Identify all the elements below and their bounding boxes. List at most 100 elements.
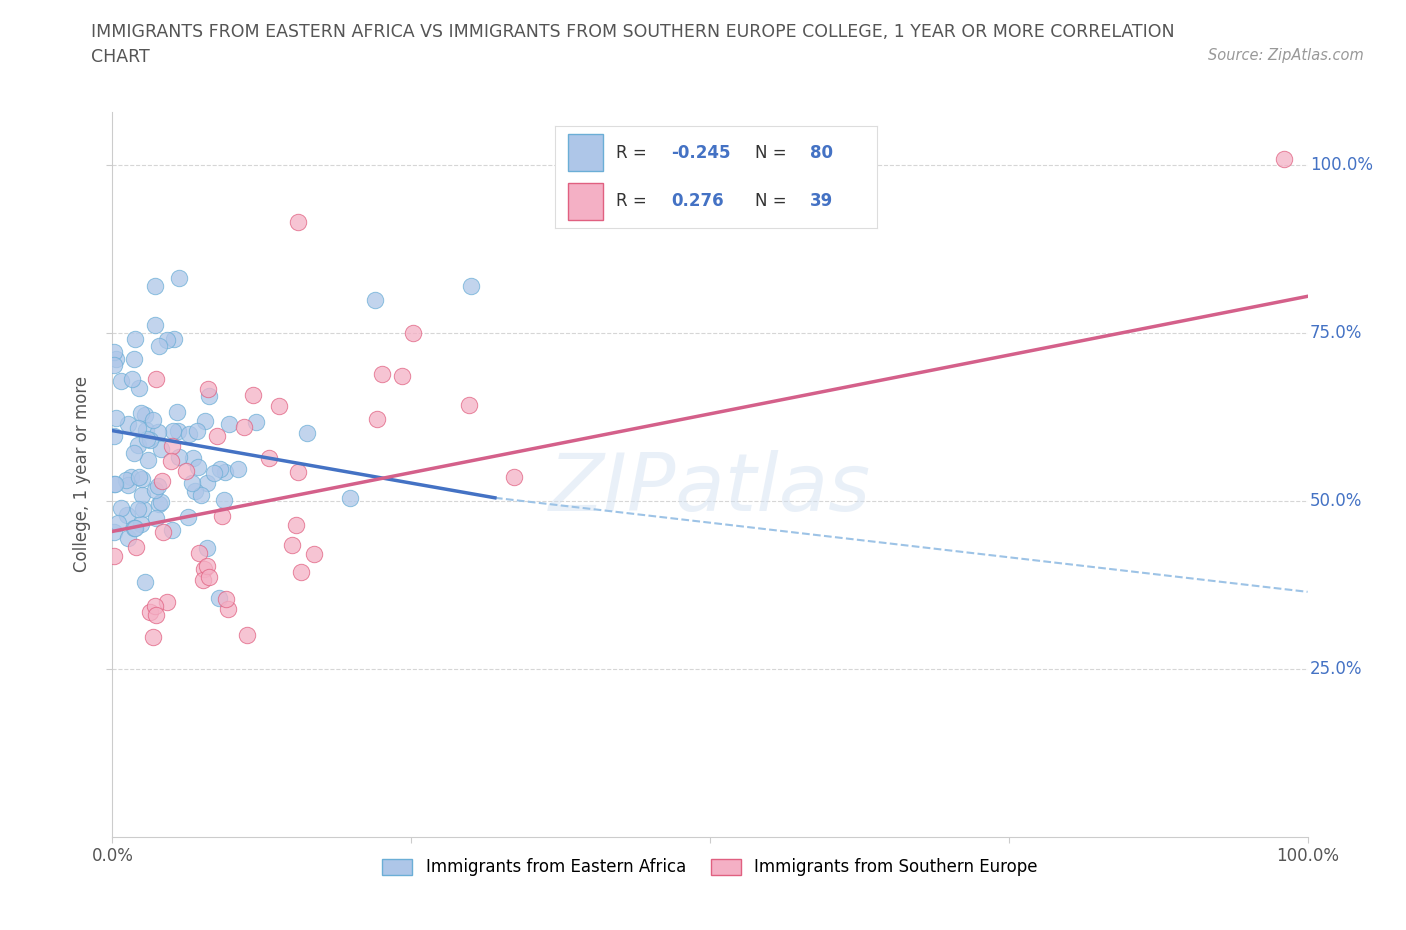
Point [188, 545, 211, 560]
Point [205, 429, 228, 444]
Text: Source: ZipAtlas.com: Source: ZipAtlas.com [1208, 48, 1364, 63]
Point [105, 352, 128, 366]
Point [195, 475, 218, 490]
Point [284, 518, 307, 533]
Point [150, 474, 173, 489]
Point [120, 470, 142, 485]
Point [139, 604, 162, 619]
Point [232, 419, 254, 434]
Point [156, 333, 179, 348]
Text: IMMIGRANTS FROM EASTERN AFRICA VS IMMIGRANTS FROM SOUTHERN EUROPE COLLEGE, 1 YEA: IMMIGRANTS FROM EASTERN AFRICA VS IMMIGR… [91, 23, 1175, 41]
Point [1272, 152, 1295, 166]
Point [215, 592, 238, 607]
Point [152, 525, 174, 539]
Point [142, 412, 165, 427]
Point [162, 523, 184, 538]
Point [162, 423, 184, 438]
Point [103, 358, 125, 373]
Point [458, 397, 481, 412]
Point [124, 332, 146, 347]
Point [143, 318, 166, 333]
Point [281, 538, 304, 552]
Point [103, 428, 125, 443]
Point [122, 520, 145, 535]
Point [218, 417, 240, 432]
Point [160, 454, 183, 469]
Point [104, 410, 127, 425]
Point [104, 476, 127, 491]
Point [169, 449, 191, 464]
Point [391, 369, 413, 384]
Text: 75.0%: 75.0% [1310, 325, 1362, 342]
Point [195, 540, 218, 555]
Point [401, 326, 423, 340]
Point [134, 575, 156, 590]
Point [190, 488, 212, 503]
Point [124, 521, 146, 536]
Point [128, 380, 150, 395]
Point [136, 432, 159, 446]
Point [297, 426, 319, 441]
Point [245, 414, 267, 429]
Point [117, 417, 139, 432]
Point [186, 424, 208, 439]
Point [503, 470, 526, 485]
Point [208, 591, 231, 605]
Point [145, 372, 167, 387]
Point [148, 497, 170, 512]
Point [339, 490, 361, 505]
Point [197, 381, 219, 396]
Point [110, 374, 132, 389]
Point [139, 432, 162, 447]
Point [169, 271, 191, 286]
Y-axis label: College, 1 year or more: College, 1 year or more [73, 377, 91, 572]
Point [177, 510, 200, 525]
Point [125, 540, 148, 555]
Point [302, 546, 325, 561]
Point [198, 388, 221, 403]
Point [103, 344, 125, 359]
Point [202, 466, 225, 481]
Point [115, 507, 138, 522]
Point [143, 483, 166, 498]
Point [156, 595, 179, 610]
Point [177, 426, 200, 441]
Point [287, 464, 309, 479]
Point [364, 292, 387, 307]
Point [122, 445, 145, 460]
Point [180, 475, 202, 490]
Point [103, 476, 125, 491]
Point [131, 487, 153, 502]
Point [269, 398, 291, 413]
Point [150, 495, 173, 510]
Point [148, 425, 170, 440]
Point [148, 339, 170, 353]
Point [145, 511, 167, 525]
Point [214, 464, 236, 479]
Point [148, 478, 170, 493]
Point [136, 452, 159, 467]
Point [127, 420, 149, 435]
Point [127, 437, 149, 452]
Point [149, 441, 172, 456]
Point [191, 573, 214, 588]
Point [195, 559, 218, 574]
Point [143, 599, 166, 614]
Point [115, 473, 138, 488]
Point [187, 459, 209, 474]
Point [209, 461, 232, 476]
Point [122, 352, 145, 366]
Point [228, 462, 250, 477]
Point [167, 423, 190, 438]
Point [181, 451, 204, 466]
Point [242, 388, 264, 403]
Point [129, 516, 152, 531]
Point [460, 279, 482, 294]
Point [103, 548, 125, 563]
Point [135, 422, 157, 437]
Point [145, 607, 167, 622]
Point [257, 450, 280, 465]
Point [211, 509, 233, 524]
Legend: Immigrants from Eastern Africa, Immigrants from Southern Europe: Immigrants from Eastern Africa, Immigran… [375, 852, 1045, 883]
Point [107, 515, 129, 530]
